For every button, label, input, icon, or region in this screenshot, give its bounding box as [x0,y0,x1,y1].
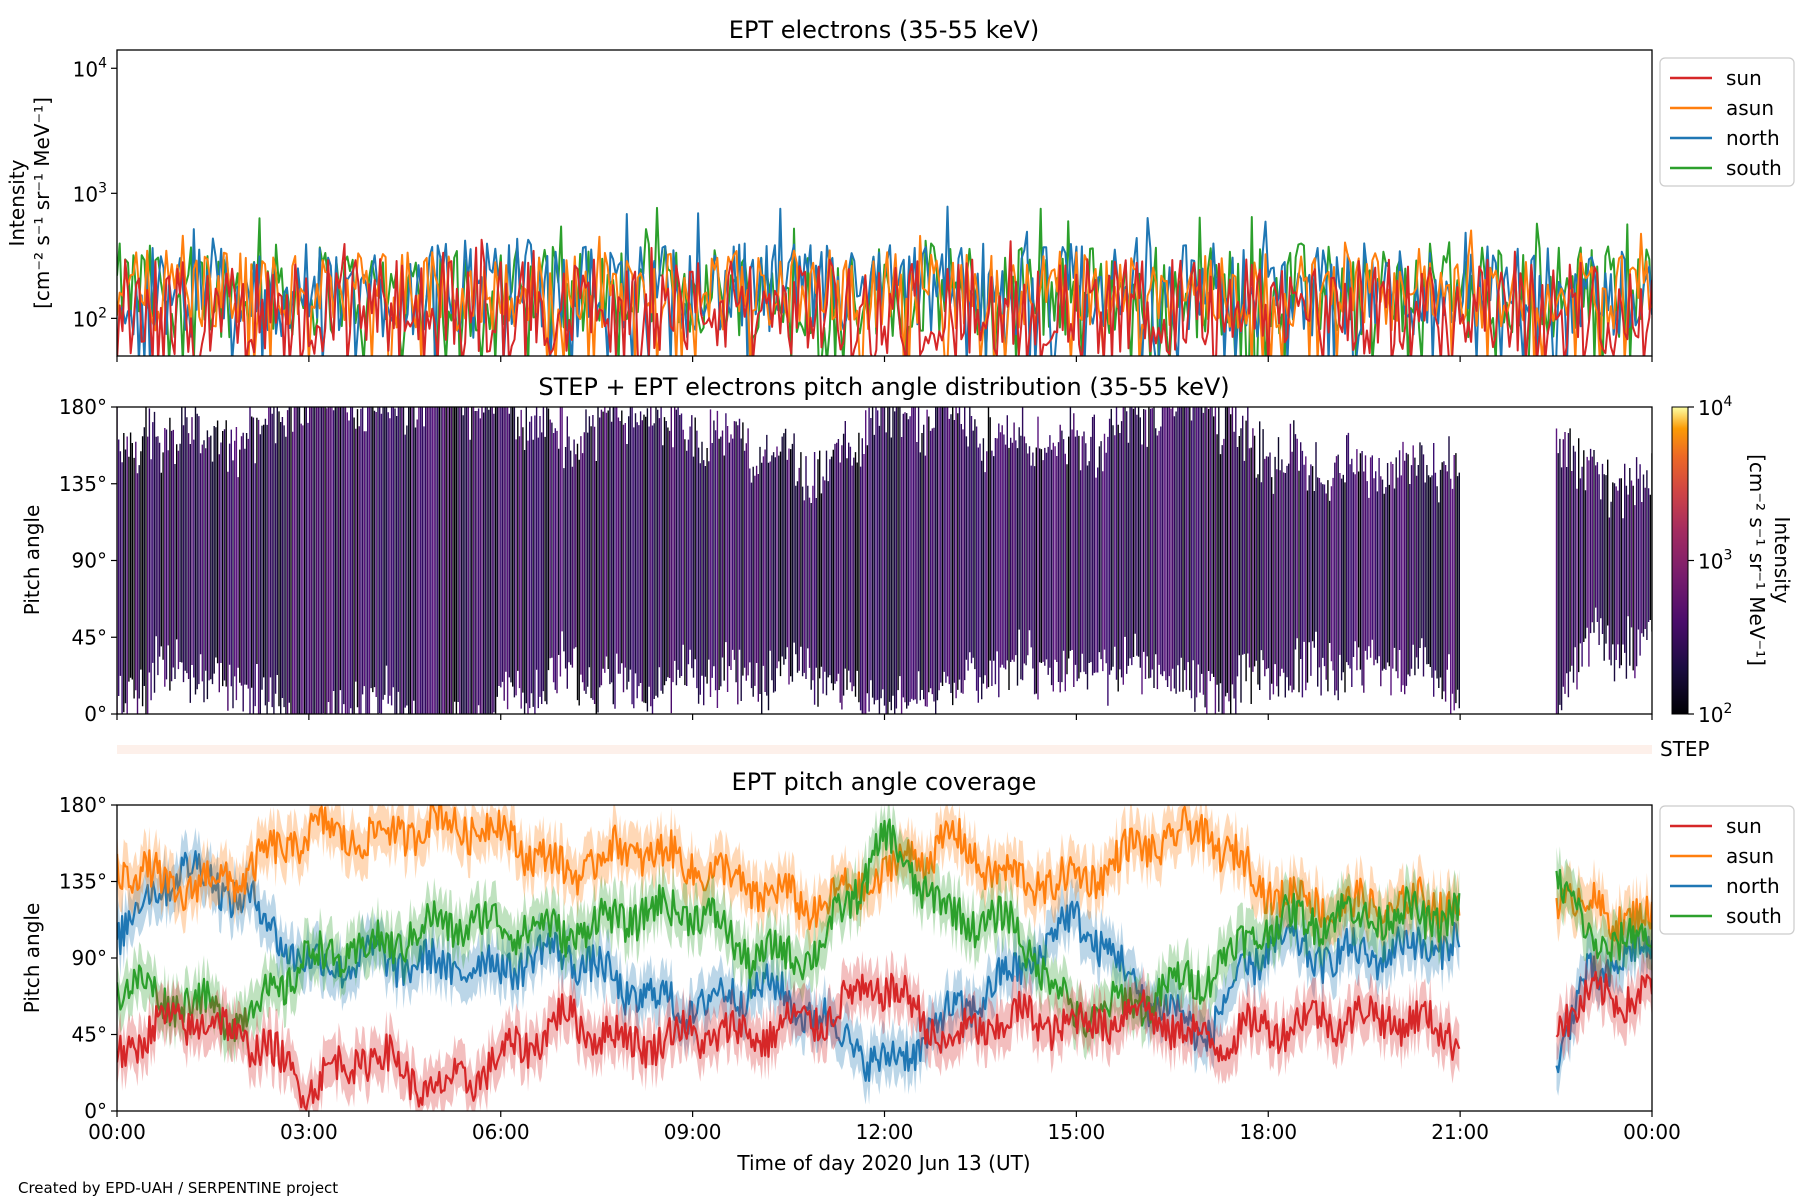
pitch-angle-coverage-panel: EPT pitch angle coverage 0° 45° 90° 135° 180… [20,768,1795,1175]
pad-panel-ylabel: Pitch angle [20,505,44,616]
pad-heatmap-cells-0 [117,407,1636,714]
x-tick-label: 15:00 [1048,1120,1106,1144]
intensity-panel: EPT electrons (35-55 keV) 102 103 104 Inte… [5,16,1795,362]
step-strip-label: STEP [1660,737,1710,761]
band-south-1 [1556,846,1652,985]
series-line-south-1 [1555,868,1652,962]
legend-box [1659,57,1795,187]
colorbar-tick-label: 103 [1698,548,1732,574]
y-tick-label: 102 [73,305,107,331]
pad-heatmap-cells-4 [124,407,1631,714]
pad-heatmap-cells-2 [119,407,1640,714]
series-line-north-0 [117,850,1461,1083]
series-line-asun-0 [117,805,1461,931]
x-tick-label: 21:00 [1431,1120,1489,1144]
legend-label-asun: asun [1726,844,1774,868]
coverage-panel-title: EPT pitch angle coverage [732,768,1037,796]
y-tick-label: 135° [59,870,107,894]
y-tick-label: 103 [73,180,107,206]
y-tick-label: 45° [72,1023,107,1047]
colorbar-label-line1: Intensity [1770,516,1794,603]
legend-label-sun: sun [1726,814,1762,838]
x-tick-label: 00:00 [1623,1120,1681,1144]
y-tick-label: 0° [84,1099,107,1123]
colorbar [1671,406,1689,715]
series-line-south-0 [117,818,1461,1043]
colorbar-tick-label: 104 [1698,394,1732,420]
pad-heatmap-cells-6 [138,407,1648,714]
legend-label-sun: sun [1726,66,1762,90]
pad-heatmap-cells-1 [118,407,1650,714]
step-strip-bar [117,745,1652,754]
pad-heatmap-cells-3 [123,407,1652,714]
colorbar-label-line2: [cm⁻² s⁻¹ sr⁻¹ MeV⁻¹] [1745,454,1769,666]
legend-label-north: north [1726,874,1780,898]
series-line-sun-0 [117,972,1461,1111]
y-tick-label: 104 [73,55,107,81]
x-tick-label: 03:00 [280,1120,338,1144]
x-tick-label: 06:00 [472,1120,530,1144]
y-tick-label: 90° [72,549,107,573]
pad-heatmap-cells-5 [135,407,1646,714]
legend-label-south: south [1726,904,1782,928]
series-line-sun-1 [1555,970,1652,1038]
x-axis-label: Time of day 2020 Jun 13 (UT) [736,1151,1030,1175]
y-tick-label: 135° [59,472,107,496]
x-tick-label: 09:00 [664,1120,722,1144]
pitch-angle-distribution-panel: STEP + EPT electrons pitch angle distrib… [20,373,1794,727]
band-sun-1 [1556,948,1652,1061]
y-tick-label: 180° [59,793,107,817]
y-tick-label: 45° [72,625,107,649]
x-tick-label: 12:00 [856,1120,914,1144]
legend-label-north: north [1726,126,1780,150]
legend-label-asun: asun [1726,96,1774,120]
legend-label-south: south [1726,156,1782,180]
y-tick-label: 0° [84,702,107,726]
y-tick-label: 180° [59,395,107,419]
pad-panel-title: STEP + EPT electrons pitch angle distrib… [538,373,1229,401]
series-line-sun [117,238,1652,356]
x-tick-label: 18:00 [1239,1120,1297,1144]
intensity-panel-title: EPT electrons (35-55 keV) [729,16,1039,44]
step-strip: STEP [117,737,1710,761]
series-line-asun-1 [1555,881,1652,945]
intensity-panel-ylabel-line1: Intensity [5,159,29,246]
y-tick-label: 90° [72,946,107,970]
intensity-panel-ylabel-line2: [cm⁻² s⁻¹ sr⁻¹ MeV⁻¹] [30,97,54,309]
credit-footer: Created by EPD-UAH / SERPENTINE project [18,1179,338,1197]
coverage-panel-ylabel: Pitch angle [20,903,44,1014]
x-tick-label: 00:00 [88,1120,146,1144]
colorbar-tick-label: 102 [1698,701,1732,727]
legend-box [1659,805,1795,935]
